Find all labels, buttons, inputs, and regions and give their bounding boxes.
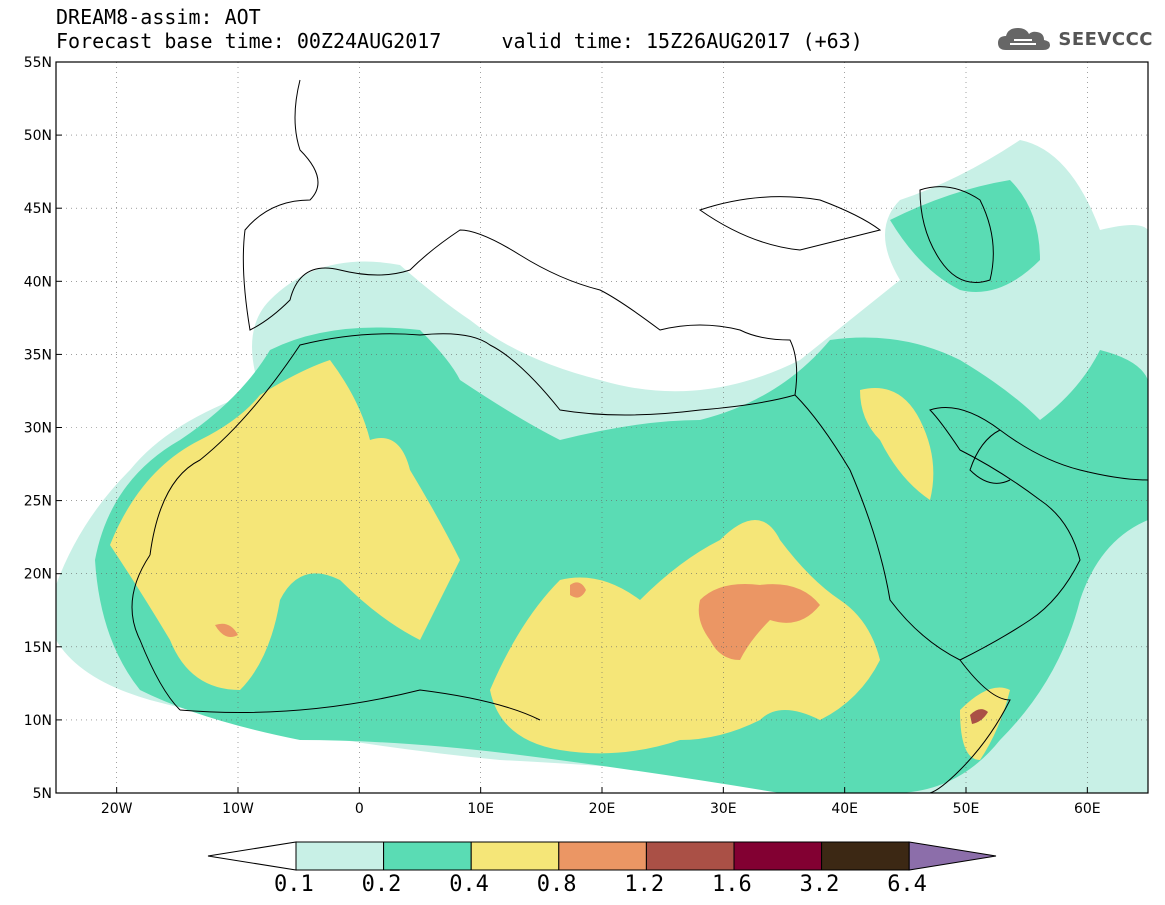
logo-text: SEEVCCC	[1058, 28, 1153, 50]
latitude-tick-label: 45N	[24, 201, 52, 217]
aot-band-0.4-arabia	[860, 388, 934, 500]
latitude-axis: 55N 50N 45N 40N 35N 30N 25N 20N 15N 10N 5N	[24, 55, 62, 802]
longitude-tick-label: 10E	[467, 801, 494, 817]
latitude-tick-label: 10N	[24, 713, 52, 729]
longitude-tick-label: 20E	[589, 801, 616, 817]
longitude-axis: 20W 10W 0 10E 20E 30E 40E 50E 60E	[101, 787, 1101, 817]
latitude-tick-label: 25N	[24, 494, 52, 510]
colorbar-level-label: 0.2	[361, 872, 402, 897]
coastlines	[131, 79, 1149, 794]
longitude-tick-label: 50E	[953, 801, 980, 817]
colorbar	[207, 841, 997, 871]
colorbar-level-label: 0.4	[449, 872, 489, 897]
colorbar-cell	[470, 841, 560, 871]
longitude-tick-label: 60E	[1074, 801, 1101, 817]
aot-band-0.8-b	[215, 623, 238, 638]
latitude-tick-label: 30N	[24, 421, 52, 437]
aot-band-0.2-caspian	[890, 180, 1040, 292]
longitude-tick-label: 0	[355, 801, 364, 817]
forecast-time-subtitle: Forecast base time: 00Z24AUG2017 valid t…	[56, 29, 863, 53]
cloud-icon	[998, 28, 1051, 50]
colorbar-level-label: 3.2	[799, 872, 840, 897]
latitude-tick-label: 20N	[24, 567, 52, 583]
colorbar-cell	[821, 841, 910, 871]
colorbar-cell	[558, 841, 647, 871]
aot-band-0.4-central	[490, 520, 880, 754]
colorbar-cell	[295, 841, 385, 871]
colorbar-level-label: 1.6	[712, 872, 752, 897]
latitude-tick-label: 40N	[24, 274, 52, 290]
colorbar-over-triangle	[908, 841, 997, 871]
aot-band-0.4-somalia	[960, 687, 1010, 760]
colorbar-level-label: 1.2	[624, 872, 665, 897]
colorbar-under-triangle	[207, 841, 297, 871]
latitude-tick-label: 50N	[24, 128, 52, 144]
colorbar-level-label: 0.1	[274, 872, 314, 897]
colorbar-level-label: 6.4	[887, 872, 927, 897]
longitude-tick-label: 10W	[222, 801, 254, 817]
latitude-tick-label: 55N	[24, 55, 52, 71]
aot-band-1.2	[970, 709, 988, 724]
longitude-tick-label: 30E	[710, 801, 737, 817]
colorbar-cell	[733, 841, 823, 871]
colorbar-cell	[383, 841, 472, 871]
latitude-tick-label: 35N	[24, 347, 52, 363]
latitude-tick-label: 15N	[24, 640, 52, 656]
aot-band-0.8	[698, 584, 820, 660]
longitude-tick-label: 20W	[101, 801, 133, 817]
seevccc-logo: SEEVCCC	[996, 22, 1153, 56]
aot-band-0.8-c	[570, 582, 586, 598]
longitude-tick-label: 40E	[831, 801, 858, 817]
colorbar-level-label: 0.8	[536, 872, 577, 897]
colorbar-cell	[645, 841, 735, 871]
latitude-tick-label: 5N	[33, 786, 52, 802]
map-title: DREAM8-assim: AOT	[56, 5, 261, 29]
aot-band-0.4-west	[110, 360, 460, 690]
